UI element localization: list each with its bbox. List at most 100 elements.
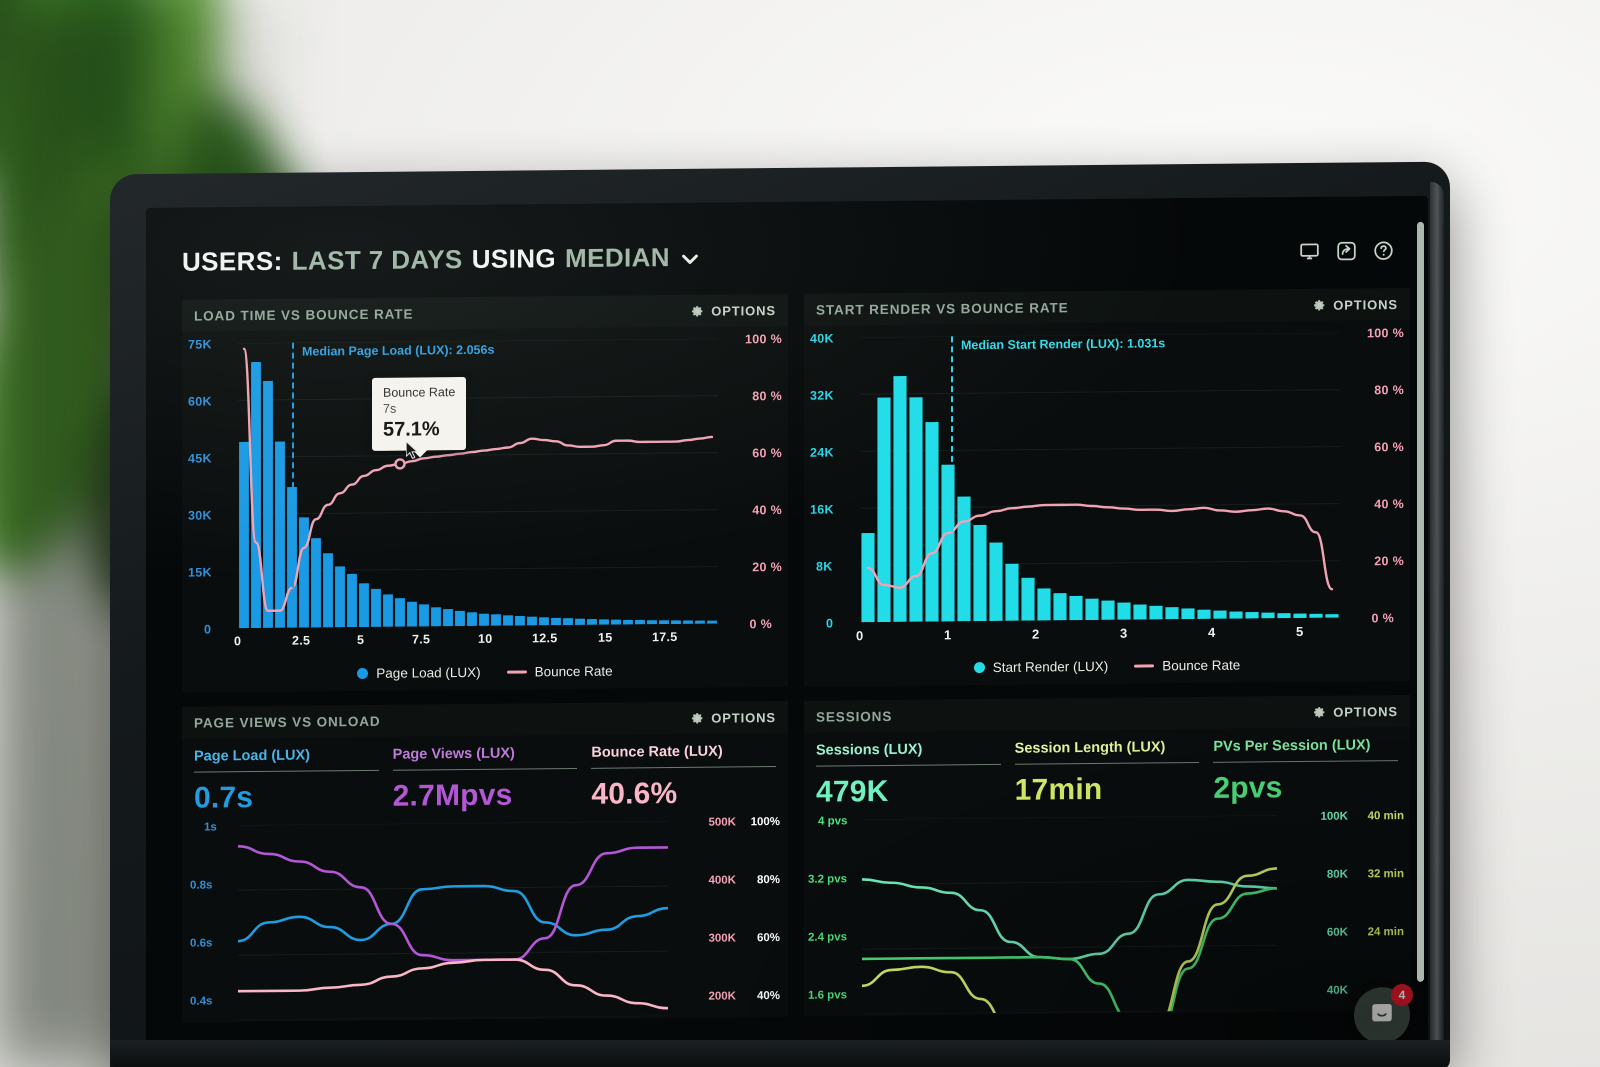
bar[interactable] [443,609,453,627]
bar[interactable] [893,375,907,622]
bar[interactable] [515,615,525,626]
bar[interactable] [371,588,381,627]
metric-session-length[interactable]: Session Length (LUX) 17min [1014,739,1200,808]
bar[interactable] [1005,563,1019,621]
bar[interactable] [347,573,357,628]
bar[interactable] [647,620,657,625]
bar[interactable] [503,615,513,626]
metric-bounce-rate[interactable]: Bounce Rate (LUX) 40.6% [591,743,777,812]
monitor-icon[interactable] [1299,240,1320,261]
x-tick-7.5: 7.5 [412,632,431,647]
bar[interactable] [1069,595,1083,621]
bar[interactable] [359,583,369,628]
legend-item-bounce-rate[interactable]: Bounce Rate [1134,658,1240,674]
bar[interactable] [479,613,489,626]
page-scrollbar[interactable] [1417,221,1424,982]
bar[interactable] [539,617,549,626]
metric-page-load[interactable]: Page Load (LUX) 0.7s [194,747,379,816]
bar[interactable] [1133,604,1147,620]
options-button[interactable]: OPTIONS [1313,704,1398,720]
bar[interactable] [335,566,345,628]
chat-widget-button[interactable]: 4 [1354,983,1413,1044]
bar[interactable] [1181,608,1195,620]
bar[interactable] [383,594,393,627]
bar[interactable] [419,604,429,627]
bar[interactable] [467,612,477,627]
bar[interactable] [623,619,633,625]
metric-sessions[interactable]: Sessions (LUX) 479K [816,741,1001,810]
options-button[interactable]: OPTIONS [691,303,776,319]
legend-item-start-render[interactable]: Start Render (LUX) [973,659,1108,675]
share-icon[interactable] [1336,240,1357,261]
chart-load-time-vs-bounce-rate[interactable]: 75K 60K 45K 30K 15K 0 100 % 80 % 60 % 40… [182,326,788,662]
metric-page-views[interactable]: Page Views (LUX) 2.7Mpvs [392,745,578,814]
bar[interactable] [551,617,561,626]
bar[interactable] [1229,611,1243,619]
bar[interactable] [1197,609,1211,619]
bar[interactable] [311,538,321,628]
bar[interactable] [1053,593,1067,621]
page-title[interactable]: USERS: LAST 7 DAYS USING MEDIAN [182,241,701,277]
bar[interactable] [659,620,669,625]
bar[interactable] [1117,602,1131,620]
bar[interactable] [1213,610,1227,619]
bar[interactable] [251,361,261,629]
bar[interactable] [563,618,573,626]
bar[interactable] [1277,613,1291,619]
bar[interactable] [877,397,891,623]
legend-item-page-load[interactable]: Page Load (LUX) [357,665,481,681]
bar[interactable] [707,620,717,624]
y3-tick-32min: 32 min [1367,868,1404,881]
chevron-down-icon[interactable] [679,246,701,268]
options-button[interactable]: OPTIONS [1313,297,1398,313]
bar[interactable] [239,441,249,629]
chart-start-render-vs-bounce-rate[interactable]: 40K 32K 24K 16K 8K 0 100 % 80 % 60 % 40 … [804,320,1410,656]
bar[interactable] [1293,613,1307,619]
bar[interactable] [1325,614,1339,618]
bar[interactable] [599,619,609,625]
bar[interactable] [1021,577,1035,621]
chart-page-views-vs-onload[interactable]: 1s 0.8s 0.6s 0.4s 500K 400K 300K 200K 10… [182,812,788,1023]
chart-sessions[interactable]: 4 pvs 3.2 pvs 2.4 pvs 1.6 pvs 100K 80K 6… [804,806,1410,1017]
bar[interactable] [611,619,621,625]
bar[interactable] [671,620,681,625]
bar[interactable] [287,487,297,628]
metric-pvs-per-session[interactable]: PVs Per Session (LUX) 2pvs [1213,737,1399,806]
bar[interactable] [941,464,955,622]
bar[interactable] [695,620,705,624]
y-tick-1.6pvs: 1.6 pvs [808,989,847,1002]
bar[interactable] [957,496,971,622]
bar[interactable] [973,524,987,622]
bar[interactable] [635,619,645,625]
highlighted-point[interactable] [394,458,406,470]
bar[interactable] [323,553,333,628]
bar[interactable] [1037,588,1051,621]
bar[interactable] [925,421,939,622]
bar[interactable] [1149,605,1163,620]
y-tick-4pvs: 4 pvs [818,815,848,828]
bar[interactable] [683,620,693,624]
bar[interactable] [1101,600,1115,620]
bar[interactable] [275,441,285,628]
bar[interactable] [861,533,875,623]
options-button[interactable]: OPTIONS [691,710,776,726]
bar[interactable] [407,601,417,627]
bar[interactable] [909,397,923,622]
legend-item-bounce-rate[interactable]: Bounce Rate [506,664,613,680]
bar[interactable] [527,616,537,626]
bar[interactable] [1085,598,1099,621]
bar[interactable] [1165,607,1179,620]
bar[interactable] [395,598,405,627]
bar[interactable] [1309,613,1323,618]
help-icon[interactable] [1373,240,1394,261]
bar[interactable] [1245,611,1259,619]
bar[interactable] [263,380,273,628]
bar[interactable] [575,618,585,625]
bar[interactable] [431,607,441,627]
bar[interactable] [989,542,1003,621]
bar[interactable] [455,610,465,627]
bar[interactable] [1261,612,1275,619]
bar[interactable] [299,517,309,628]
bar[interactable] [587,619,597,625]
bar[interactable] [491,614,501,626]
